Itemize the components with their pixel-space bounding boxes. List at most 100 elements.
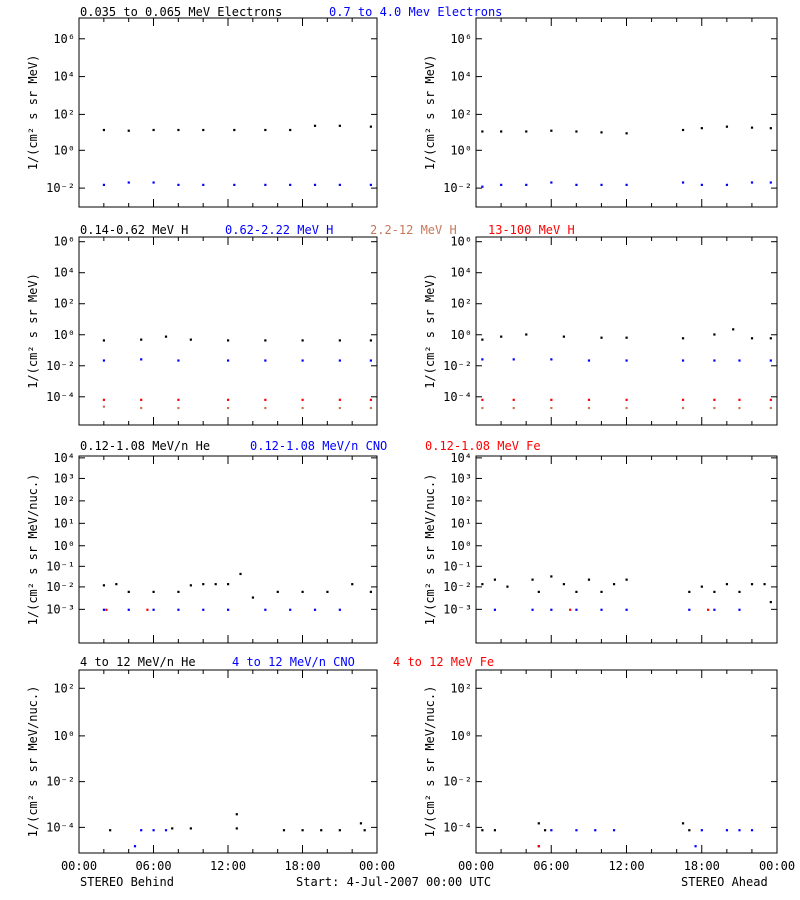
footer-start-time: Start: 4-Jul-2007 00:00 UTC — [296, 875, 491, 889]
row4-right-point-series-2 — [694, 845, 697, 848]
row3-left-point-series-2 — [264, 608, 267, 611]
row4-right-point-series-1 — [493, 829, 497, 832]
row2-left-ytick-label: 10⁻² — [46, 359, 75, 373]
row1-right-ytick-label: 10⁶ — [450, 32, 472, 46]
row2-left-ytick-label: 10⁶ — [53, 235, 75, 249]
row3-right-point-series-1 — [575, 590, 578, 593]
row2-right-point-series-3 — [550, 406, 553, 410]
row3-left-point-series-1 — [301, 590, 304, 593]
left-xtick-label: 12:00 — [210, 859, 246, 873]
row2-right-point-series-2 — [738, 359, 741, 362]
row2-right-point-series-2 — [713, 359, 716, 362]
row1-left-point-series-2 — [177, 183, 180, 186]
row3-left-point-series-2 — [338, 608, 341, 611]
row4-right-axes-frame — [475, 669, 778, 854]
row4-right-y-axis-label: 1/(cm² s sr MeV/nuc.) — [423, 686, 437, 838]
right-xtick-label: 18:00 — [684, 859, 720, 873]
row3-right-point-series-1 — [769, 600, 772, 604]
row4-left-point-series-1 — [301, 829, 304, 832]
row3-title-2: 0.12-1.08 MeV/n CNO — [250, 439, 387, 453]
right-xtick-label: 12:00 — [608, 859, 644, 873]
row2-right-point-series-4 — [713, 398, 716, 401]
row2-right-point-series-3 — [713, 406, 716, 410]
row4-title-1: 4 to 12 MeV/n He — [80, 655, 196, 669]
row3-left-ytick-label: 10⁰ — [53, 539, 75, 553]
row3-right-ytick-label: 10⁻² — [443, 580, 472, 594]
row2-right-point-series-2 — [681, 359, 685, 362]
row3-left-point-series-1 — [189, 584, 192, 587]
row1-right-point-series-1 — [725, 125, 729, 128]
row4-right-point-series-2 — [738, 829, 741, 832]
row4-left-point-series-1 — [338, 829, 341, 832]
row2-left-point-series-2 — [140, 358, 143, 361]
left-xtick-label: 18:00 — [284, 859, 320, 873]
row1-left-point-series-1 — [289, 128, 292, 132]
row2-left-point-series-1 — [338, 339, 341, 342]
row4-left-point-series-2 — [152, 829, 155, 832]
row3-right-point-series-1 — [600, 590, 603, 593]
row3-right-point-series-2 — [575, 608, 578, 611]
footer-stereo-behind: STEREO Behind — [80, 875, 174, 889]
row3-right-point-series-1 — [506, 585, 509, 588]
row4-right-ytick-label: 10² — [450, 681, 472, 695]
row3-right-point-series-1 — [587, 578, 591, 581]
left-xtick-label: 00:00 — [359, 859, 395, 873]
row1-left-point-series-1 — [152, 128, 155, 132]
row3-left-point-series-1 — [115, 583, 118, 586]
row3-title-3: 0.12-1.08 MeV Fe — [425, 439, 541, 453]
row3-left-point-series-1 — [276, 590, 279, 593]
row1-right-ytick-label: 10⁴ — [450, 70, 472, 84]
row3-left-point-series-2 — [127, 608, 130, 611]
row2-right-point-series-2 — [769, 359, 772, 362]
row4-left-point-series-1 — [363, 829, 366, 832]
row2-right-ytick-label: 10⁶ — [450, 235, 472, 249]
row1-right-point-series-2 — [500, 183, 503, 186]
row1-left-ytick-label: 10⁴ — [53, 70, 75, 84]
row4-left-point-series-1 — [235, 827, 238, 830]
row1-left-ytick-label: 10⁶ — [53, 32, 75, 46]
row1-left-point-series-2 — [102, 183, 106, 186]
row4-right-point-series-2 — [750, 829, 754, 832]
row1-left-point-series-2 — [233, 183, 236, 186]
row3-left-ytick-label: 10⁻¹ — [46, 559, 75, 573]
row3-right-point-series-2 — [531, 608, 534, 611]
row3-left-point-series-2 — [227, 608, 230, 611]
row3-right-axes-frame — [475, 455, 778, 644]
row2-right-point-series-1 — [600, 336, 603, 339]
row4-left-ytick-label: 10² — [53, 681, 75, 695]
row2-left-point-series-1 — [102, 339, 106, 342]
row3-right-point-series-1 — [688, 590, 691, 593]
row1-right-point-series-1 — [575, 130, 578, 133]
row2-left-point-series-3 — [177, 406, 180, 410]
row2-left-y-axis-label: 1/(cm² s sr MeV) — [26, 273, 40, 389]
row2-left-ytick-label: 10⁰ — [53, 328, 75, 342]
row3-right-point-series-1 — [481, 583, 484, 586]
row2-left-point-series-3 — [227, 406, 230, 410]
row1-right-point-series-1 — [500, 130, 503, 133]
row2-left-point-series-2 — [177, 359, 180, 362]
row1-right-point-series-2 — [600, 183, 603, 186]
row2-right-point-series-3 — [587, 406, 591, 410]
row1-right-point-series-1 — [550, 129, 553, 132]
row1-title-1: 0.035 to 0.065 MeV Electrons — [80, 5, 282, 19]
row2-left-point-series-2 — [264, 359, 267, 362]
row3-right-ytick-label: 10⁴ — [450, 451, 472, 465]
row4-right-ytick-label: 10⁰ — [450, 729, 472, 743]
row2-right-point-series-3 — [769, 406, 772, 410]
row2-left-point-series-2 — [301, 359, 304, 362]
row3-left-point-series-1 — [214, 583, 217, 586]
row1-left-point-series-1 — [202, 128, 205, 132]
row1-right-point-series-1 — [600, 131, 603, 134]
row2-left-point-series-3 — [301, 406, 304, 410]
row1-right-point-series-2 — [725, 183, 729, 186]
row2-right-point-series-4 — [769, 398, 772, 401]
row2-right-point-series-2 — [625, 359, 628, 362]
row2-left-point-series-3 — [140, 406, 143, 410]
row2-left-point-series-1 — [189, 338, 192, 341]
row3-right-point-series-1 — [738, 590, 741, 593]
row3-right-point-series-2 — [550, 608, 553, 611]
row4-right-point-series-1 — [681, 822, 685, 825]
row2-right-point-series-1 — [713, 333, 716, 336]
row2-right-point-series-4 — [550, 398, 553, 401]
row2-left-point-series-2 — [227, 359, 230, 362]
